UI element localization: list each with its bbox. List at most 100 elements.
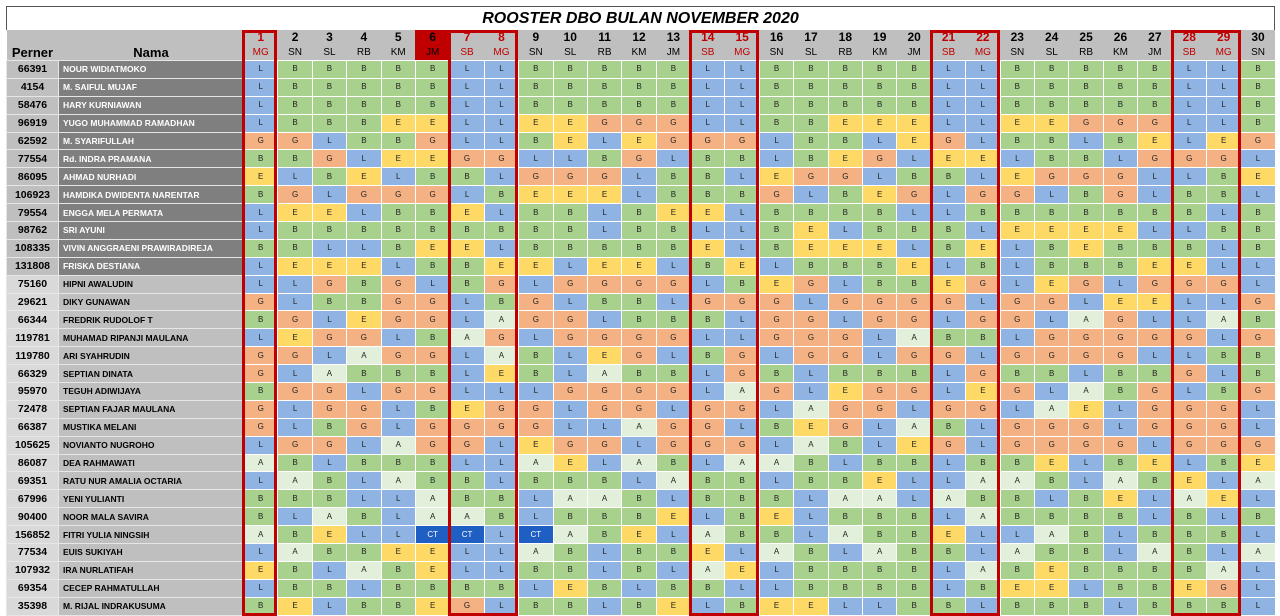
shift-cell[interactable]: E (242, 167, 279, 187)
shift-cell[interactable]: B (1068, 95, 1104, 115)
nama-cell[interactable]: YENI YULIANTI (58, 489, 244, 509)
shift-cell[interactable]: B (414, 77, 451, 97)
shift-cell[interactable]: B (896, 95, 932, 115)
shift-cell[interactable]: E (621, 525, 657, 545)
shift-cell[interactable]: CT (518, 525, 554, 545)
shift-cell[interactable]: G (1102, 310, 1139, 330)
shift-cell[interactable]: G (311, 435, 348, 455)
shift-cell[interactable]: B (999, 596, 1035, 616)
shift-cell[interactable]: L (346, 525, 382, 545)
shift-cell[interactable]: B (621, 77, 657, 97)
shift-cell[interactable]: B (724, 149, 760, 169)
shift-cell[interactable]: G (999, 346, 1035, 366)
shift-cell[interactable]: A (655, 471, 692, 491)
shift-cell[interactable]: L (655, 346, 692, 366)
shift-cell[interactable]: A (621, 453, 657, 473)
shift-cell[interactable]: A (1068, 382, 1104, 401)
shift-cell[interactable]: A (724, 382, 760, 401)
shift-cell[interactable]: B (724, 507, 760, 527)
shift-cell[interactable]: L (483, 543, 520, 562)
shift-cell[interactable]: L (690, 113, 726, 133)
shift-cell[interactable]: L (793, 382, 829, 401)
shift-cell[interactable]: E (758, 167, 795, 187)
shift-cell[interactable]: A (1171, 489, 1207, 509)
shift-cell[interactable]: L (965, 435, 1001, 455)
shift-cell[interactable]: L (758, 435, 795, 455)
shift-cell[interactable]: L (586, 221, 623, 240)
shift-cell[interactable]: L (449, 382, 485, 401)
shift-cell[interactable]: L (690, 274, 726, 294)
shift-cell[interactable]: L (586, 310, 623, 330)
shift-cell[interactable]: B (449, 578, 485, 598)
shift-cell[interactable]: G (1137, 417, 1173, 437)
shift-cell[interactable]: G (862, 399, 898, 419)
shift-cell[interactable]: B (965, 203, 1001, 223)
shift-cell[interactable]: G (1102, 328, 1139, 348)
shift-cell[interactable]: E (896, 131, 932, 151)
shift-cell[interactable]: L (827, 543, 864, 562)
shift-cell[interactable]: E (655, 203, 692, 223)
shift-cell[interactable]: A (414, 507, 451, 527)
shift-cell[interactable]: G (793, 346, 829, 366)
shift-cell[interactable]: L (896, 203, 932, 223)
shift-cell[interactable]: L (1171, 382, 1207, 401)
shift-cell[interactable]: B (483, 221, 520, 240)
shift-cell[interactable]: B (827, 60, 864, 79)
shift-cell[interactable]: G (1068, 113, 1104, 133)
shift-cell[interactable]: G (518, 292, 554, 312)
shift-cell[interactable]: B (311, 221, 348, 240)
shift-cell[interactable]: B (758, 95, 795, 115)
shift-cell[interactable]: E (1033, 560, 1070, 580)
shift-cell[interactable]: G (690, 292, 726, 312)
shift-cell[interactable]: E (277, 596, 313, 616)
shift-cell[interactable]: L (311, 131, 348, 151)
shift-cell[interactable]: B (862, 525, 898, 545)
shift-cell[interactable]: B (414, 256, 451, 276)
shift-cell[interactable]: G (758, 328, 795, 348)
shift-cell[interactable]: B (518, 238, 554, 258)
shift-cell[interactable]: G (380, 292, 416, 312)
shift-cell[interactable]: B (758, 489, 795, 509)
shift-cell[interactable]: B (965, 578, 1001, 598)
shift-cell[interactable]: B (1171, 596, 1207, 616)
shift-cell[interactable]: B (414, 95, 451, 115)
shift-cell[interactable]: E (1033, 113, 1070, 133)
shift-cell[interactable]: A (621, 417, 657, 437)
shift-cell[interactable]: G (1102, 346, 1139, 366)
shift-cell[interactable]: L (586, 203, 623, 223)
shift-cell[interactable]: E (1137, 453, 1173, 473)
shift-cell[interactable]: L (655, 292, 692, 312)
shift-cell[interactable]: L (518, 489, 554, 509)
shift-cell[interactable]: E (896, 435, 932, 455)
shift-cell[interactable]: B (552, 203, 588, 223)
shift-cell[interactable]: G (311, 274, 348, 294)
shift-cell[interactable]: G (758, 382, 795, 401)
shift-cell[interactable]: L (277, 417, 313, 437)
shift-cell[interactable]: G (999, 185, 1035, 205)
nama-cell[interactable]: FRISKA DESTIANA (58, 256, 244, 276)
shift-cell[interactable]: A (1240, 543, 1276, 562)
shift-cell[interactable]: A (1033, 399, 1070, 419)
shift-cell[interactable]: L (690, 507, 726, 527)
shift-cell[interactable]: E (277, 256, 313, 276)
shift-cell[interactable]: CT (449, 525, 485, 545)
shift-cell[interactable]: G (827, 292, 864, 312)
shift-cell[interactable]: L (1205, 292, 1242, 312)
shift-cell[interactable]: G (896, 310, 932, 330)
shift-cell[interactable]: L (483, 95, 520, 115)
shift-cell[interactable]: L (380, 417, 416, 437)
shift-cell[interactable]: A (483, 346, 520, 366)
shift-cell[interactable]: L (999, 256, 1035, 276)
shift-cell[interactable]: B (862, 364, 898, 384)
shift-cell[interactable]: B (724, 185, 760, 205)
shift-cell[interactable]: B (552, 471, 588, 491)
shift-cell[interactable]: L (690, 596, 726, 616)
shift-cell[interactable]: B (346, 274, 382, 294)
shift-cell[interactable]: E (999, 221, 1035, 240)
shift-cell[interactable]: B (793, 560, 829, 580)
shift-cell[interactable]: B (311, 578, 348, 598)
shift-cell[interactable]: L (1033, 310, 1070, 330)
shift-cell[interactable]: B (586, 507, 623, 527)
shift-cell[interactable]: G (242, 399, 279, 419)
shift-cell[interactable]: G (862, 382, 898, 401)
